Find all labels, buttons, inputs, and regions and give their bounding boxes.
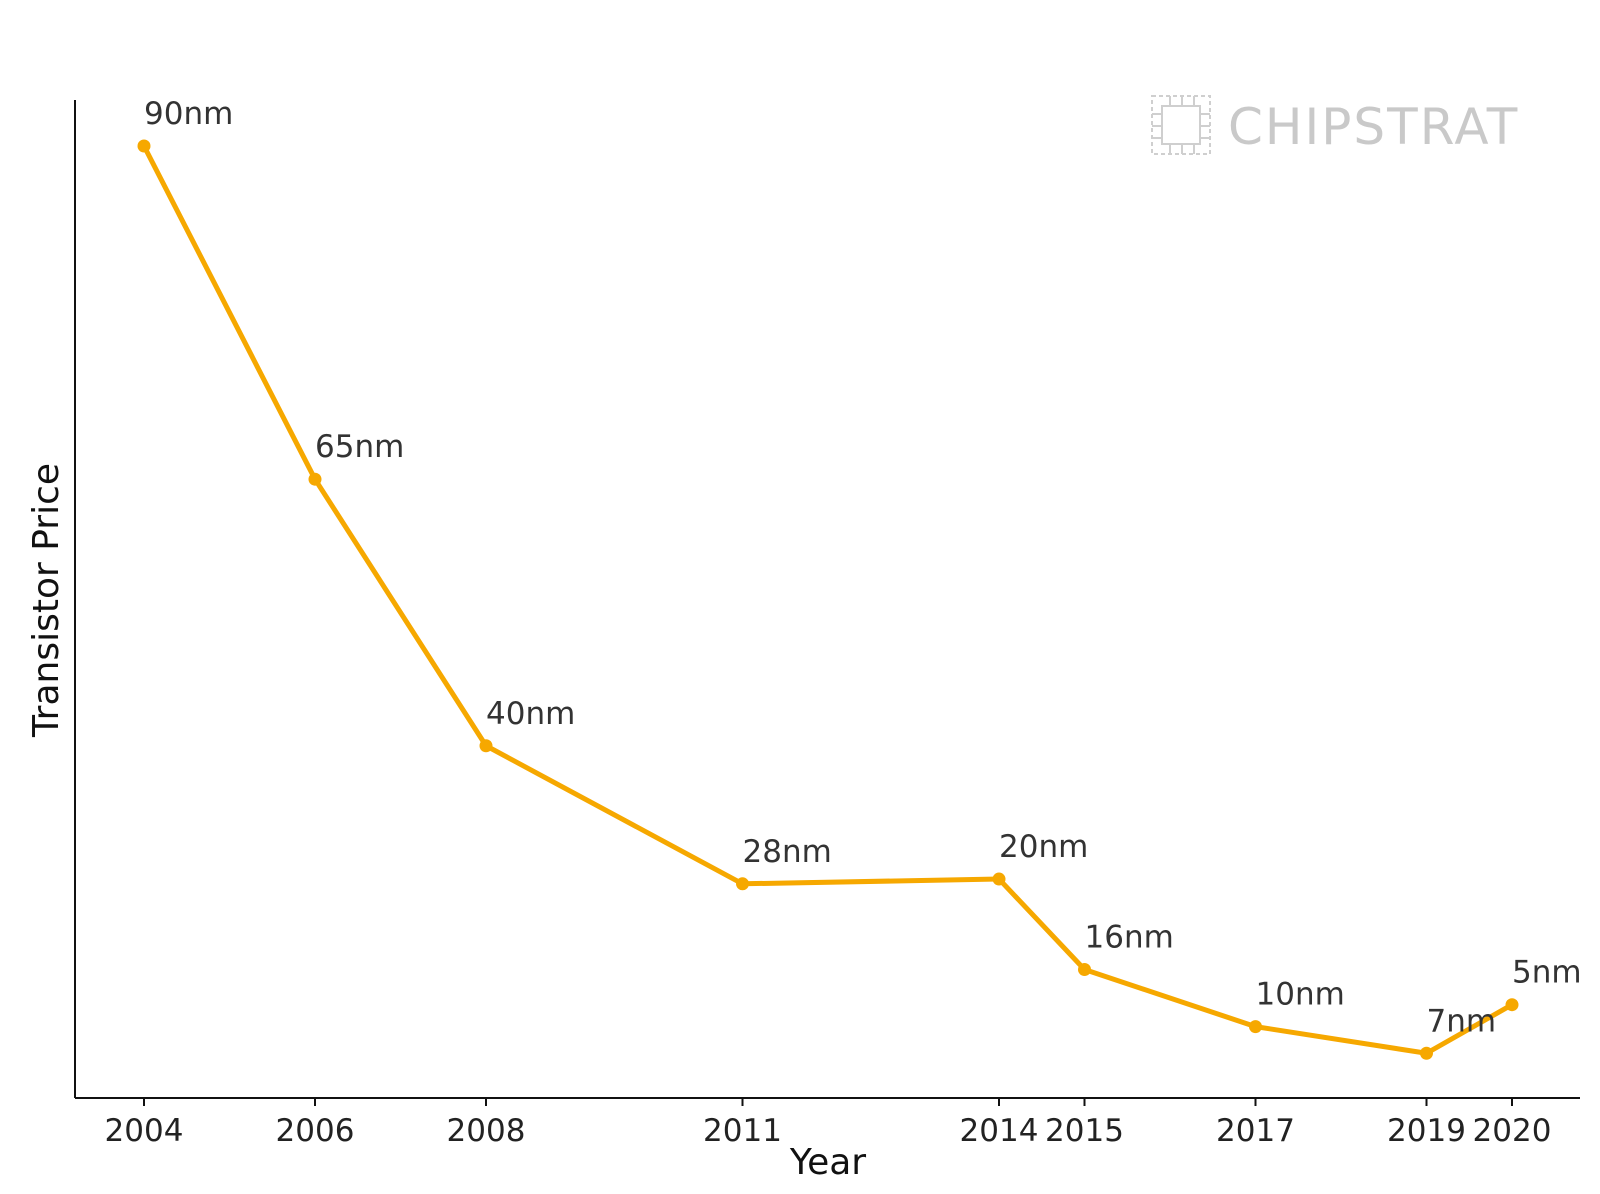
data-point-label: 40nm xyxy=(486,696,575,732)
x-tick-label: 2008 xyxy=(447,1113,526,1149)
data-point xyxy=(1249,1020,1262,1034)
x-ticks: 2004 2006 2008 2011 2014 2015 2017 2019 2020 xyxy=(105,1098,1552,1149)
x-tick-label: 2015 xyxy=(1045,1113,1124,1149)
data-point xyxy=(137,139,151,153)
x-tick-label: 2020 xyxy=(1473,1113,1552,1149)
data-point-label: 16nm xyxy=(1085,919,1174,955)
series-line xyxy=(141,143,1515,1056)
watermark: CHIPSTRAT xyxy=(1151,95,1519,156)
data-point-label: 7nm xyxy=(1427,1003,1497,1039)
data-point-label: 5nm xyxy=(1512,955,1582,991)
data-point-label: 10nm xyxy=(1256,977,1345,1013)
data-point xyxy=(1505,998,1519,1012)
series-group: 90nm 65nm 40nm 28nm 20nm 16nm 10nm 7nm 5nm xyxy=(137,96,1582,1060)
data-point xyxy=(992,872,1006,886)
data-point-label: 20nm xyxy=(999,829,1088,865)
x-tick-label: 2019 xyxy=(1387,1113,1466,1149)
y-axis-title: Transistor Price xyxy=(26,463,67,738)
x-tick-label: 2004 xyxy=(105,1113,184,1149)
data-point-label: 90nm xyxy=(144,96,233,132)
data-point-label: 28nm xyxy=(743,834,832,870)
chip-icon xyxy=(1151,95,1211,155)
x-axis-title: Year xyxy=(789,1142,866,1183)
x-tick-label: 2017 xyxy=(1216,1113,1295,1149)
data-point xyxy=(479,739,493,753)
data-point xyxy=(1420,1046,1433,1060)
x-tick-label: 2011 xyxy=(703,1113,782,1149)
x-tick-label: 2014 xyxy=(960,1113,1039,1149)
watermark-text: CHIPSTRAT xyxy=(1228,98,1519,156)
x-tick-label: 2006 xyxy=(276,1113,355,1149)
data-point xyxy=(736,877,749,891)
data-point xyxy=(308,472,322,486)
data-point-label: 65nm xyxy=(315,429,404,465)
data-point xyxy=(1078,962,1091,976)
